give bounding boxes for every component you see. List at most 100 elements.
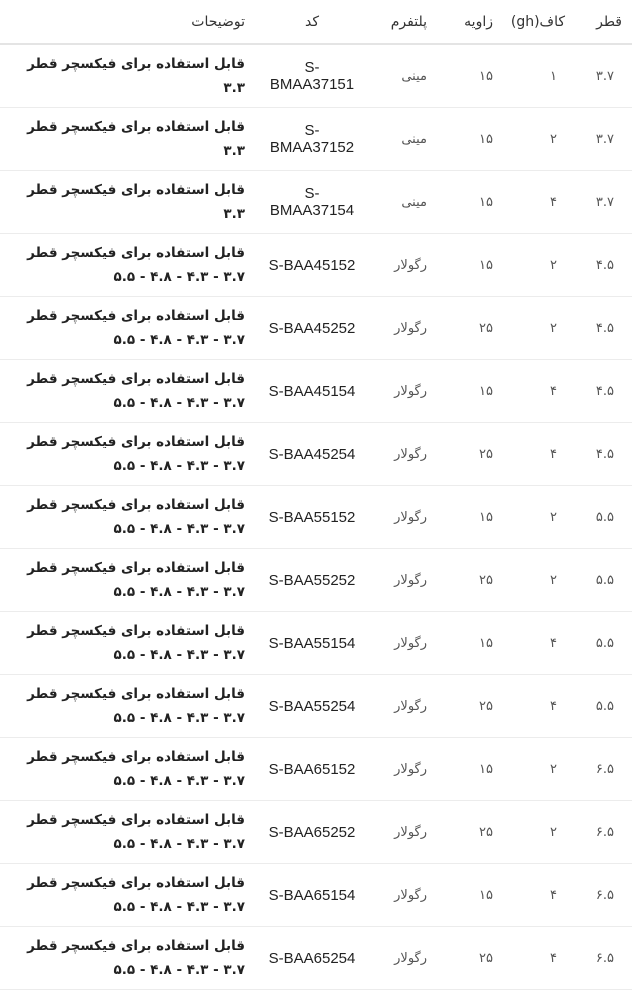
description-cell: قابل استفاده برای فیکسچر قطر ۳.۷ - ۴.۳ -… [0,548,255,612]
description-cell: قابل استفاده برای فیکسچر قطر ۳.۳ [0,107,255,171]
cuff-cell: ۴ [503,611,575,675]
description-cell: قابل استفاده برای فیکسچر قطر ۳.۷ - ۴.۳ -… [0,926,255,990]
platform-cell: مینی [369,170,437,234]
cuff-cell: ۲ [503,800,575,864]
diameter-cell: ۶.۵ [575,863,632,927]
code-cell: S-BAA55152 [255,485,369,549]
header-description: توضیحات [0,0,255,45]
table-row: ۴.۵ ۴ ۱۵ رگولار S-BAA45154 قابل استفاده برای … [0,359,632,423]
platform-cell: رگولار [369,926,437,990]
platform-cell: رگولار [369,485,437,549]
table-row: ۴.۵ ۲ ۱۵ رگولار S-BAA45152 قابل استفاده برای … [0,233,632,297]
cuff-cell: ۴ [503,674,575,738]
cuff-cell: ۲ [503,296,575,360]
table-row: ۶.۵ ۴ ۱۵ رگولار S-BAA65154 قابل استفاده برای … [0,863,632,927]
product-code: S-BAA55254 [268,697,356,715]
platform-cell: رگولار [369,296,437,360]
platform-cell: رگولار [369,674,437,738]
code-cell: S-BAA55254 [255,674,369,738]
cuff-cell: ۲ [503,485,575,549]
table-row: ۶.۵ ۲ ۲۵ رگولار S-BAA65252 قابل استفاده برای … [0,800,632,864]
table-row: ۵.۵ ۲ ۲۵ رگولار S-BAA55252 قابل استفاده برای … [0,548,632,612]
code-cell: S-BAA65154 [255,863,369,927]
platform-cell: رگولار [369,233,437,297]
cuff-cell: ۴ [503,926,575,990]
product-code: S-BAA65154 [268,886,356,904]
code-cell: S-BAA45154 [255,359,369,423]
code-cell: S-BAA45152 [255,233,369,297]
description-cell: قابل استفاده برای فیکسچر قطر ۳.۷ - ۴.۳ -… [0,359,255,423]
angle-cell: ۱۵ [437,233,503,297]
product-code: S-BMAA37152 [269,122,355,156]
product-code: S-BAA65252 [268,823,356,841]
product-table: قطر کاف(gh) زاویه پلتفرم کد توضیحات ۳.۷ ۱… [0,0,632,990]
cuff-cell: ۴ [503,359,575,423]
angle-cell: ۱۵ [437,44,503,108]
table-row: ۳.۷ ۲ ۱۵ مینی S-BMAA37152 قابل استفاده برای ف… [0,107,632,171]
angle-cell: ۲۵ [437,422,503,486]
angle-cell: ۱۵ [437,359,503,423]
angle-cell: ۲۵ [437,926,503,990]
platform-cell: رگولار [369,611,437,675]
header-diameter: قطر [575,0,632,45]
table-row: ۴.۵ ۴ ۲۵ رگولار S-BAA45254 قابل استفاده برای … [0,422,632,486]
platform-cell: مینی [369,107,437,171]
description-cell: قابل استفاده برای فیکسچر قطر ۳.۷ - ۴.۳ -… [0,233,255,297]
cuff-cell: ۲ [503,107,575,171]
code-cell: S-BAA65252 [255,800,369,864]
table-row: ۶.۵ ۲ ۱۵ رگولار S-BAA65152 قابل استفاده برای … [0,737,632,801]
description-cell: قابل استفاده برای فیکسچر قطر ۳.۳ [0,44,255,108]
code-cell: S-BMAA37154 [255,170,369,234]
platform-cell: رگولار [369,548,437,612]
angle-cell: ۱۵ [437,611,503,675]
code-cell: S-BAA45252 [255,296,369,360]
diameter-cell: ۶.۵ [575,926,632,990]
cuff-cell: ۲ [503,233,575,297]
product-code: S-BAA45152 [268,256,356,274]
table-row: ۳.۷ ۴ ۱۵ مینی S-BMAA37154 قابل استفاده برای ف… [0,170,632,234]
description-cell: قابل استفاده برای فیکسچر قطر ۳.۷ - ۴.۳ -… [0,611,255,675]
platform-cell: رگولار [369,800,437,864]
angle-cell: ۲۵ [437,296,503,360]
diameter-cell: ۶.۵ [575,737,632,801]
header-cuff: کاف(gh) [503,0,575,45]
description-cell: قابل استفاده برای فیکسچر قطر ۳.۷ - ۴.۳ -… [0,422,255,486]
diameter-cell: ۳.۷ [575,44,632,108]
code-cell: S-BAA55252 [255,548,369,612]
diameter-cell: ۵.۵ [575,548,632,612]
product-code: S-BAA45154 [268,382,356,400]
description-cell: قابل استفاده برای فیکسچر قطر ۳.۷ - ۴.۳ -… [0,800,255,864]
diameter-cell: ۶.۵ [575,800,632,864]
angle-cell: ۲۵ [437,548,503,612]
header-angle: زاویه [437,0,503,45]
diameter-cell: ۴.۵ [575,359,632,423]
platform-cell: رگولار [369,737,437,801]
product-code: S-BAA65152 [268,760,356,778]
table-row: ۶.۵ ۴ ۲۵ رگولار S-BAA65254 قابل استفاده برای … [0,926,632,990]
diameter-cell: ۵.۵ [575,674,632,738]
table-row: ۳.۷ ۱ ۱۵ مینی S-BMAA37151 قابل استفاده برای ف… [0,44,632,108]
code-cell: S-BAA65152 [255,737,369,801]
diameter-cell: ۵.۵ [575,485,632,549]
diameter-cell: ۴.۵ [575,296,632,360]
product-code: S-BAA45254 [268,445,356,463]
product-code: S-BMAA37154 [269,185,355,219]
header-code: کد [255,0,369,45]
cuff-cell: ۲ [503,737,575,801]
product-code: S-BAA55252 [268,571,356,589]
platform-cell: مینی [369,44,437,108]
code-cell: S-BMAA37152 [255,107,369,171]
angle-cell: ۱۵ [437,170,503,234]
cuff-cell: ۴ [503,863,575,927]
product-code: S-BAA55154 [268,634,356,652]
description-cell: قابل استفاده برای فیکسچر قطر ۳.۷ - ۴.۳ -… [0,674,255,738]
platform-cell: رگولار [369,359,437,423]
platform-cell: رگولار [369,863,437,927]
table-row: ۴.۵ ۲ ۲۵ رگولار S-BAA45252 قابل استفاده برای … [0,296,632,360]
cuff-cell: ۴ [503,170,575,234]
angle-cell: ۱۵ [437,107,503,171]
angle-cell: ۲۵ [437,674,503,738]
angle-cell: ۲۵ [437,800,503,864]
diameter-cell: ۴.۵ [575,422,632,486]
diameter-cell: ۳.۷ [575,107,632,171]
